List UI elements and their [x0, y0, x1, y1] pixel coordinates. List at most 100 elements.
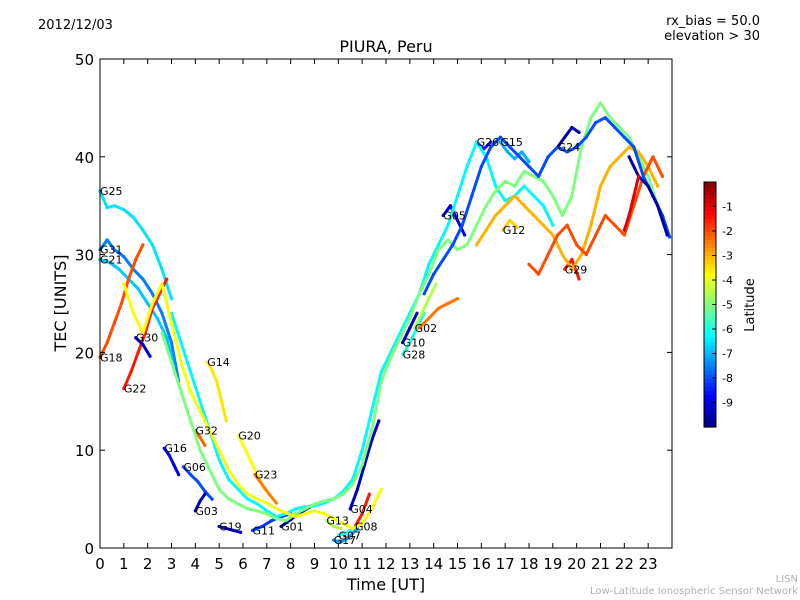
- data-point: [501, 228, 505, 232]
- colorbar-segment: [704, 365, 716, 371]
- data-point: [105, 238, 109, 242]
- data-point: [556, 233, 560, 237]
- colorbar-segment: [704, 190, 716, 195]
- data-point: [656, 184, 660, 188]
- data-point: [427, 297, 431, 301]
- data-point: [613, 125, 617, 130]
- data-point: [455, 248, 460, 252]
- series-label: G25: [100, 185, 123, 198]
- plot-area: [100, 59, 672, 548]
- data-point: [146, 301, 150, 306]
- data-point: [513, 184, 517, 188]
- data-point: [474, 140, 479, 144]
- data-point: [522, 169, 526, 174]
- data-point: [236, 502, 240, 506]
- series-line-track-32: [122, 282, 383, 530]
- data-point: [360, 448, 364, 452]
- colorbar-segment: [704, 271, 716, 277]
- data-point: [377, 419, 381, 423]
- data-point: [303, 512, 307, 516]
- data-point: [169, 360, 174, 364]
- data-point: [589, 223, 593, 227]
- colorbar-segment: [704, 198, 716, 204]
- data-point: [434, 282, 438, 286]
- data-point: [532, 174, 536, 178]
- data-point: [474, 223, 479, 227]
- colorbar-segment: [704, 247, 716, 253]
- data-point: [415, 311, 419, 315]
- x-tick-label: 12: [376, 555, 395, 573]
- colorbar-segment: [704, 202, 716, 208]
- colorbar-segment: [704, 345, 716, 351]
- data-point: [646, 184, 650, 188]
- data-point: [331, 538, 336, 542]
- data-point: [470, 194, 474, 198]
- data-point: [341, 521, 345, 526]
- colorbar-segment: [704, 386, 716, 391]
- data-point: [160, 282, 164, 286]
- series-label: G19: [219, 520, 242, 533]
- data-point: [160, 267, 164, 271]
- data-point: [494, 189, 498, 193]
- data-point: [379, 380, 383, 384]
- data-point: [112, 204, 116, 208]
- data-point: [169, 321, 174, 325]
- colorbar-segment: [704, 275, 716, 281]
- data-point: [253, 473, 257, 477]
- series-line-G17: [332, 526, 359, 544]
- data-point: [637, 174, 641, 178]
- data-point: [122, 208, 126, 212]
- data-point: [584, 135, 588, 139]
- data-point: [401, 341, 405, 345]
- y-tick-label: 40: [75, 149, 94, 167]
- data-point: [446, 301, 450, 306]
- data-point: [589, 116, 593, 120]
- data-point: [556, 145, 560, 149]
- data-point: [370, 429, 374, 433]
- colorbar-segment: [704, 316, 716, 322]
- y-axis-label: TEC [UNITS]: [51, 255, 70, 353]
- data-point: [181, 465, 186, 469]
- data-point: [360, 521, 364, 526]
- data-point: [551, 223, 555, 227]
- colorbar-segment: [704, 239, 716, 244]
- data-point: [331, 524, 336, 529]
- data-point: [427, 262, 431, 266]
- series-line-G23: [253, 473, 278, 505]
- data-point: [577, 130, 581, 134]
- data-point: [570, 257, 574, 262]
- series-label: G20: [238, 430, 261, 443]
- data-point: [465, 243, 469, 247]
- data-point: [570, 125, 574, 130]
- series-label: G06: [183, 461, 206, 474]
- data-point: [231, 528, 236, 532]
- data-point: [227, 497, 231, 501]
- data-point: [651, 155, 655, 159]
- data-point: [141, 342, 145, 347]
- data-point: [227, 468, 231, 472]
- data-point: [505, 150, 510, 154]
- data-point: [420, 311, 424, 315]
- data-point: [627, 135, 631, 139]
- x-tick-label: 11: [353, 555, 372, 573]
- data-point: [360, 512, 364, 516]
- data-point: [463, 233, 467, 237]
- data-point: [217, 458, 221, 462]
- colorbar-segment: [704, 418, 716, 424]
- data-point: [129, 370, 133, 374]
- data-point: [198, 499, 202, 503]
- colorbar-segment: [704, 288, 716, 293]
- colorbar-tick-label: -8: [722, 372, 733, 385]
- data-point: [646, 174, 650, 178]
- data-point: [267, 492, 271, 496]
- data-point: [455, 297, 460, 301]
- data-point: [570, 267, 574, 271]
- data-point: [217, 448, 221, 452]
- data-point: [565, 150, 569, 154]
- data-point: [570, 194, 574, 198]
- data-point: [274, 501, 278, 505]
- data-point: [169, 297, 174, 301]
- x-tick-label: 13: [400, 555, 419, 573]
